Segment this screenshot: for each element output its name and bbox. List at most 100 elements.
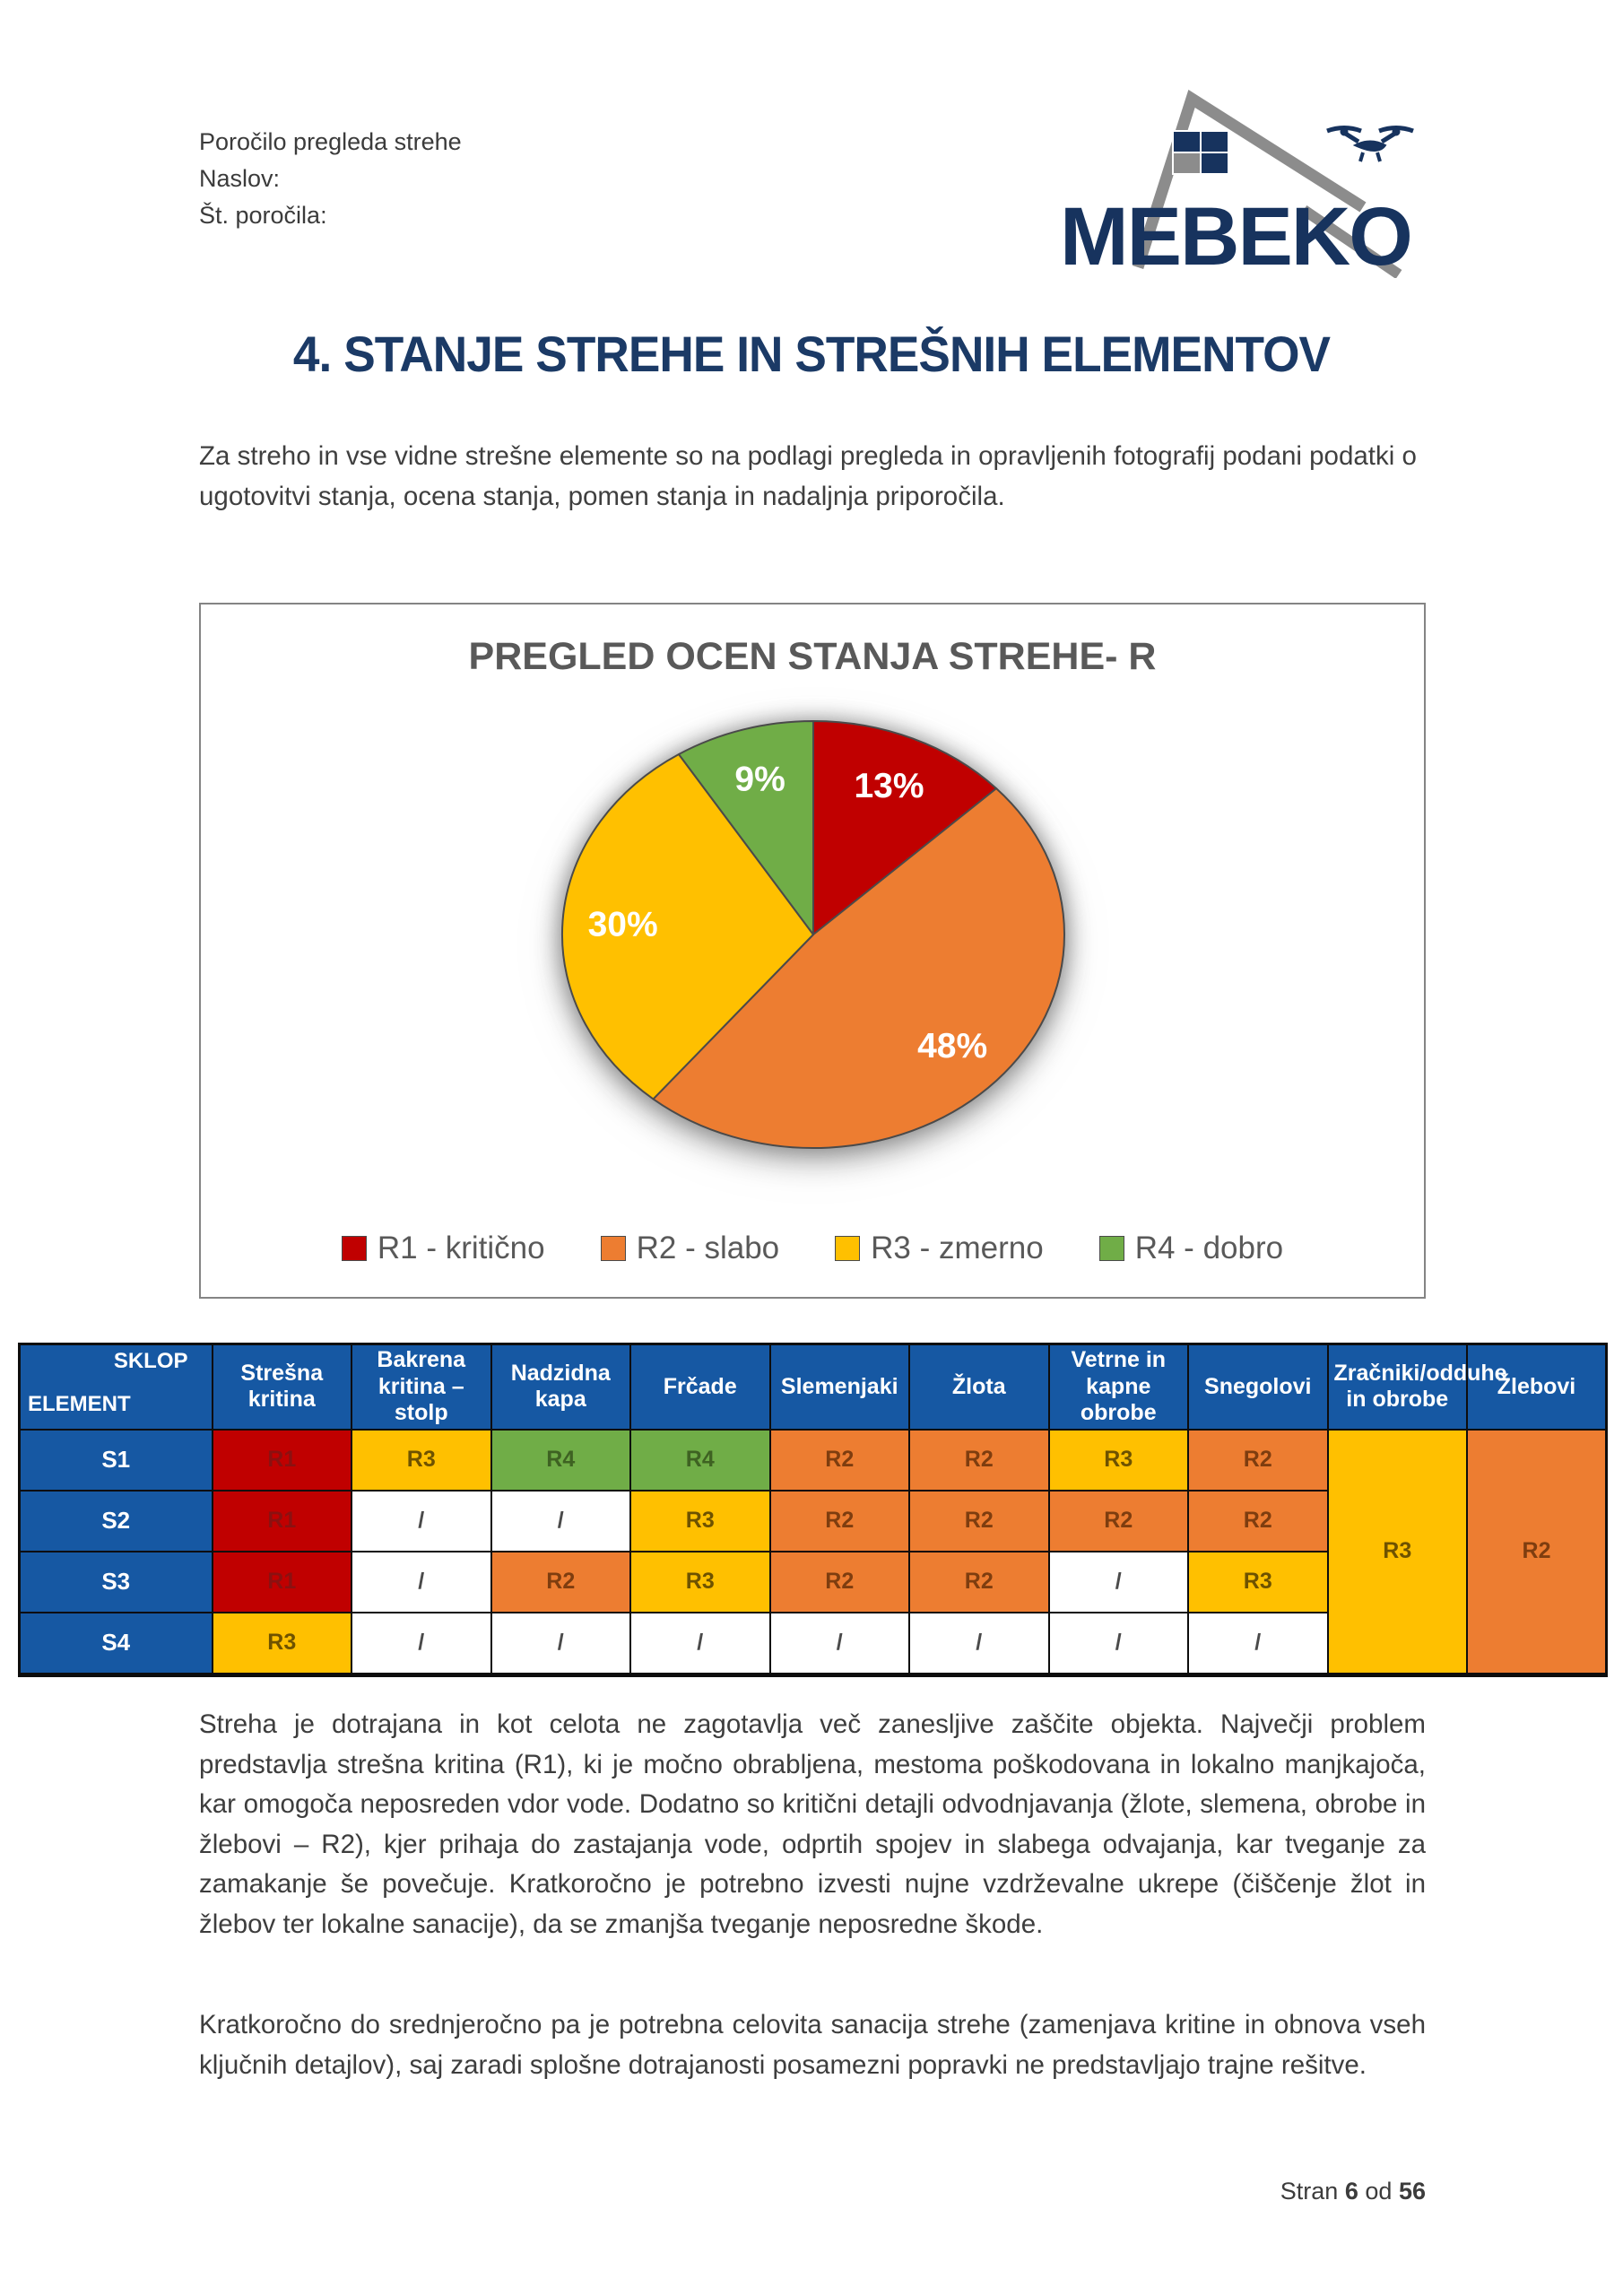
column-header: Žlota xyxy=(908,1343,1050,1431)
legend-label: R4 - dobro xyxy=(1134,1231,1284,1265)
rating-cell: / xyxy=(351,1550,492,1613)
legend-label: R1 - kritično xyxy=(377,1231,545,1265)
chart-container: PREGLED OCEN STANJA STREHE- R 13% 48% 30% 9… xyxy=(199,603,1426,1299)
rating-cell: / xyxy=(908,1611,1050,1675)
column-header: Bakrena kritina – stolp xyxy=(351,1343,492,1431)
rating-cell: R3 xyxy=(1047,1428,1189,1492)
legend-item: R1 - kritično xyxy=(341,1231,545,1266)
footer-conjunction: od xyxy=(1365,2178,1393,2205)
rating-cell: / xyxy=(351,1611,492,1675)
rating-cell: R1 xyxy=(211,1489,352,1552)
pie-data-label: 13% xyxy=(854,767,924,805)
conclusion-paragraph-1: Streha je dotrajana in kot celota ne zag… xyxy=(199,1709,1426,1939)
column-header: Slemenjaki xyxy=(768,1343,910,1431)
legend-item: R4 - dobro xyxy=(1098,1231,1284,1266)
footer-page-total: 56 xyxy=(1398,2178,1426,2205)
rating-cell: / xyxy=(351,1489,492,1552)
logo-graphic: MEBEKO xyxy=(1060,90,1414,283)
legend-swatch-icon xyxy=(341,1236,367,1261)
rating-cell: R3 xyxy=(211,1611,352,1675)
window-icon xyxy=(1172,130,1229,175)
rating-cell: R2 xyxy=(908,1428,1050,1492)
rating-cell: R2 xyxy=(908,1550,1050,1613)
page-title: 4. STANJE STREHE IN STREŠNIH ELEMENTOV xyxy=(292,326,1331,382)
rating-cell: / xyxy=(490,1489,631,1552)
footer-prefix: Stran xyxy=(1280,2178,1339,2205)
legend-item: R2 - slabo xyxy=(600,1231,780,1266)
row-header-s2: S2 xyxy=(18,1489,213,1552)
intro-paragraph: Za streho in vse vidne strešne elemente … xyxy=(199,441,1417,511)
rating-cell: / xyxy=(1047,1550,1189,1613)
row-header-s4: S4 xyxy=(18,1611,213,1675)
pie-chart: 13% 48% 30% 9% xyxy=(560,720,1065,1150)
rating-cell: / xyxy=(768,1611,910,1675)
legend-item: R3 - zmerno xyxy=(835,1231,1044,1266)
logo-wordmark: MEBEKO xyxy=(1060,191,1411,278)
chart-legend: R1 - kritično R2 - slabo R3 - zmerno R4 - d… xyxy=(201,1231,1424,1266)
corner-label-element: ELEMENT xyxy=(28,1392,131,1417)
rating-cell: R2 xyxy=(1187,1428,1329,1492)
column-header: Vetrne in kapne obrobe xyxy=(1047,1343,1189,1431)
page-footer: Stran 6 od 56 xyxy=(199,2178,1426,2205)
pie-data-label: 30% xyxy=(588,906,658,944)
chart-title: PREGLED OCEN STANJA STREHE- R xyxy=(468,635,1157,678)
drone-icon xyxy=(1326,126,1414,162)
column-header: Snegolovi xyxy=(1187,1343,1329,1431)
condition-matrix-table: SKLOP ELEMENT Strešna kritina Bakrena kriti… xyxy=(18,1343,1608,1677)
rating-cell: R2 xyxy=(768,1550,910,1613)
table-row: S4 R3// / / / / / xyxy=(18,1611,1607,1675)
doc-meta-line-report: Poročilo pregleda strehe xyxy=(199,128,462,155)
rating-cell: R3 xyxy=(629,1550,771,1613)
document-meta: Poročilo pregleda strehe Naslov: Št. por… xyxy=(199,124,462,234)
pie-data-label: 9% xyxy=(734,760,785,798)
column-header: Nadzidna kapa xyxy=(490,1343,631,1431)
doc-meta-line-number: Št. poročila: xyxy=(199,202,327,229)
row-header-s3: S3 xyxy=(18,1550,213,1613)
corner-header-cell: SKLOP ELEMENT xyxy=(18,1343,213,1431)
pie-slice-r2 xyxy=(652,787,1065,1150)
legend-label: R2 - slabo xyxy=(636,1231,780,1265)
rating-cell: R2 xyxy=(768,1428,910,1492)
conclusion-paragraph-2: Kratkoročno do srednjeročno pa je potreb… xyxy=(199,2010,1426,2080)
footer-page-number: 6 xyxy=(1344,2178,1358,2205)
pie-slice-r4 xyxy=(678,720,814,935)
rating-cell: / xyxy=(629,1611,771,1675)
rating-cell: / xyxy=(1047,1611,1189,1675)
corner-label-sklop: SKLOP xyxy=(113,1349,188,1373)
rating-cell-merged: R2 xyxy=(1466,1428,1608,1675)
row-header-s1: S1 xyxy=(18,1428,213,1492)
rating-cell: R3 xyxy=(351,1428,492,1492)
rating-cell: R2 xyxy=(768,1489,910,1552)
rating-cell-merged: R3 xyxy=(1326,1428,1468,1675)
column-header: Žlebovi xyxy=(1466,1343,1608,1431)
table-row: S1 R1 R3 R4 R4 R2 R2 R3 R2 R3 R2 xyxy=(18,1428,1608,1675)
rating-cell: R4 xyxy=(629,1428,771,1492)
rating-cell: / xyxy=(1187,1611,1329,1675)
rating-cell: R2 xyxy=(908,1489,1050,1552)
legend-label: R3 - zmerno xyxy=(871,1231,1044,1265)
roof-outline-icon xyxy=(1132,90,1367,269)
rating-cell: R3 xyxy=(1187,1550,1329,1613)
rating-cell: R2 xyxy=(490,1550,631,1613)
legend-swatch-icon xyxy=(1098,1236,1124,1261)
doc-meta-line-address: Naslov: xyxy=(199,165,281,192)
company-logo: MEBEKO xyxy=(1047,79,1469,283)
rating-cell: R3 xyxy=(629,1489,771,1552)
pie-data-label: 48% xyxy=(917,1027,987,1065)
legend-swatch-icon xyxy=(600,1236,626,1261)
rating-cell: R4 xyxy=(490,1428,631,1492)
table-row: S3 R1/R2 R3 R2 R2/R3 xyxy=(18,1550,1607,1613)
pie-slice-r1 xyxy=(812,720,998,935)
table-row: S2 R1// R3 R2 R2 R2 R2 xyxy=(18,1489,1607,1552)
rating-cell: R1 xyxy=(211,1550,352,1613)
legend-swatch-icon xyxy=(835,1236,861,1261)
column-header: Frčade xyxy=(629,1343,771,1431)
column-header: Strešna kritina xyxy=(211,1343,352,1431)
pie-slice-r3 xyxy=(560,753,814,1100)
rating-cell: R2 xyxy=(1187,1489,1329,1552)
column-header: Zračniki/odduhe in obrobe xyxy=(1326,1343,1507,1431)
rating-cell: / xyxy=(490,1611,631,1675)
roof-slash-icon xyxy=(1300,205,1402,279)
rating-cell: R1 xyxy=(211,1428,352,1492)
rating-cell: R2 xyxy=(1047,1489,1189,1552)
